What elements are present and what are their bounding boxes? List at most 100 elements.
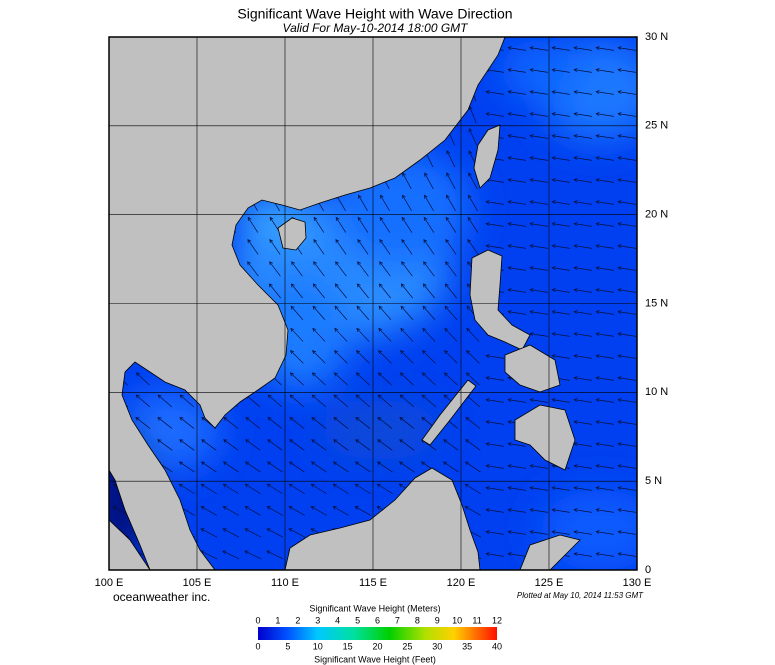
arrow: [288, 461, 305, 473]
arrow: [573, 156, 592, 161]
arrow: [529, 46, 548, 51]
arrow: [485, 398, 504, 403]
arrow: [595, 200, 614, 205]
arrow: [446, 172, 456, 190]
arrow: [266, 506, 283, 516]
arrow: [617, 354, 636, 359]
arrow: [507, 266, 526, 271]
arrow: [617, 530, 636, 535]
arrow: [617, 486, 636, 491]
arrow: [529, 486, 548, 491]
arrow: [595, 486, 614, 491]
arrow: [288, 506, 305, 516]
arrow: [312, 283, 325, 299]
meters-tick: 5: [355, 615, 360, 625]
arrow: [617, 178, 636, 183]
arrow: [399, 372, 414, 386]
arrow: [247, 238, 259, 255]
arrow: [551, 244, 570, 249]
arrow: [402, 172, 412, 190]
arrow: [356, 283, 369, 299]
lat-label: 20 N: [645, 209, 668, 221]
arrow: [573, 46, 592, 51]
arrow: [289, 439, 305, 451]
arrow: [617, 310, 636, 315]
feet-tick: 15: [343, 641, 353, 651]
arrow: [310, 461, 327, 473]
arrow: [290, 305, 304, 321]
arrow: [617, 332, 636, 337]
arrow: [179, 439, 195, 451]
arrow: [378, 327, 392, 342]
arrow: [444, 305, 458, 321]
arrow: [595, 552, 614, 557]
arrow: [573, 178, 592, 183]
arrow: [467, 216, 479, 233]
arrow: [244, 483, 261, 495]
arrow: [222, 461, 239, 473]
arrow: [400, 350, 414, 364]
arrow: [485, 552, 504, 557]
arrow: [334, 350, 348, 364]
lat-label: 15 N: [645, 297, 668, 309]
arrow: [400, 327, 414, 342]
arrow: [485, 112, 504, 117]
arrow: [356, 305, 370, 321]
arrow: [573, 332, 592, 337]
meters-tick: 8: [415, 615, 420, 625]
arrow: [266, 528, 284, 538]
arrow: [291, 261, 303, 277]
arrow: [617, 266, 636, 271]
arrow: [573, 244, 592, 249]
arrow: [424, 172, 434, 190]
arrow: [464, 483, 481, 495]
taiwan: [473, 124, 501, 189]
arrow: [507, 90, 526, 95]
arrow: [529, 222, 548, 227]
arrow: [354, 506, 371, 516]
arrow: [401, 261, 413, 277]
arrow: [311, 372, 326, 386]
arrow: [377, 439, 393, 451]
arrow: [529, 464, 548, 469]
arrow: [379, 216, 391, 233]
arrow: [290, 327, 304, 342]
arrow: [485, 442, 504, 447]
arrow: [573, 134, 592, 139]
arrow: [507, 178, 526, 183]
arrow: [573, 398, 592, 403]
arrow: [400, 283, 413, 299]
lon-label: 125 E: [535, 577, 564, 589]
arrow: [507, 46, 526, 51]
arrow: [377, 416, 393, 429]
feet-tick: 5: [285, 641, 290, 651]
arrow: [135, 394, 151, 408]
arrow: [595, 156, 614, 161]
lat-label: 10 N: [645, 386, 668, 398]
plotted-note: Plotted at May 10, 2014 11:53 GMT: [517, 591, 644, 600]
arrow: [529, 508, 548, 513]
arrow: [551, 332, 570, 337]
arrow: [289, 416, 305, 429]
arrow: [200, 528, 218, 538]
arrow: [445, 216, 457, 233]
arrow: [401, 238, 413, 255]
arrow: [573, 68, 592, 73]
arrow: [573, 266, 592, 271]
lat-label: 30 N: [645, 31, 668, 43]
title: Significant Wave Height with Wave Direct…: [237, 6, 512, 22]
feet-tick: 10: [313, 641, 323, 651]
arrow: [200, 506, 217, 516]
arrow: [179, 416, 195, 429]
arrow: [507, 112, 526, 117]
arrow: [376, 483, 393, 495]
arrow: [529, 112, 548, 117]
arrow: [507, 310, 526, 315]
arrow: [355, 439, 371, 451]
arrow: [244, 506, 261, 516]
arrow: [247, 216, 259, 233]
arrow: [244, 461, 261, 473]
arrow: [551, 310, 570, 315]
visayas: [504, 344, 561, 393]
arrow: [334, 327, 348, 342]
